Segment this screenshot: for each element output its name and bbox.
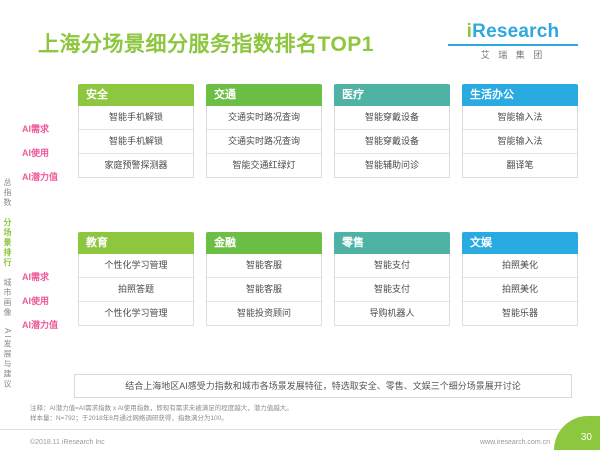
cell-entertainment-potential: 智能乐器 bbox=[501, 308, 538, 318]
row-labels-top: AI需求 AI使用 AI潜力值 bbox=[22, 117, 74, 189]
cell-entertainment-usage: 拍照美化 bbox=[463, 278, 577, 302]
footer-bar bbox=[0, 429, 600, 450]
cell-transport-usage: 交通实时路况查询 bbox=[207, 130, 321, 154]
column-body-security: 智能手机解锁 智能手机解锁 家庭预警探测器 bbox=[78, 106, 194, 178]
rail-item-0[interactable]: 总指数 bbox=[3, 178, 12, 208]
cell-security-usage: 智能手机解锁 bbox=[79, 130, 193, 154]
cell-medical-potential: 智能辅助问诊 bbox=[364, 160, 419, 170]
cell-finance-potential: 智能投资顾问 bbox=[236, 308, 291, 318]
scenario-column-transport: 交通 交通实时路况查询 交通实时路况查询 智能交通红绿灯 bbox=[206, 84, 322, 178]
column-header-education: 教育 bbox=[78, 232, 194, 254]
rail-item-2[interactable]: 城市画像 bbox=[3, 278, 12, 318]
cell-retail-potential: 导购机器人 bbox=[369, 308, 415, 318]
website-url: www.iresearch.com.cn bbox=[479, 439, 550, 446]
column-body-lifeoffice: 智能输入法 智能输入法 翻译笔 bbox=[462, 106, 578, 178]
scenario-column-medical: 医疗 智能穿戴设备 智能穿戴设备 智能辅助问诊 bbox=[334, 84, 450, 178]
section-rail: 总指数 分场景排行 城市画像 AI发展与建议 bbox=[2, 178, 16, 400]
iresearch-logo: iResearch 艾 瑞 集 团 bbox=[448, 22, 578, 61]
logo-subtitle: 艾 瑞 集 团 bbox=[480, 50, 546, 60]
scenario-column-education: 教育 个性化学习管理 拍照答题 个性化学习管理 bbox=[78, 232, 194, 326]
cell-transport-demand: 交通实时路况查询 bbox=[207, 106, 321, 130]
row-labels-bottom: AI需求 AI使用 AI潜力值 bbox=[22, 265, 74, 337]
scenario-column-security: 安全 智能手机解锁 智能手机解锁 家庭预警探测器 bbox=[78, 84, 194, 178]
row-label-potential-bottom: AI潜力值 bbox=[22, 320, 59, 330]
scenario-column-finance: 金融 智能客服 智能客服 智能投资顾问 bbox=[206, 232, 322, 326]
row-label-potential-top: AI潜力值 bbox=[22, 172, 59, 182]
cell-finance-demand: 智能客服 bbox=[207, 254, 321, 278]
row-label-demand-top: AI需求 bbox=[22, 124, 50, 134]
copyright-text: ©2018.11 iResearch Inc bbox=[30, 439, 105, 446]
page-title: 上海分场景细分服务指数排名TOP1 bbox=[38, 33, 374, 56]
column-header-entertainment: 文娱 bbox=[462, 232, 578, 254]
column-body-transport: 交通实时路况查询 交通实时路况查询 智能交通红绿灯 bbox=[206, 106, 322, 178]
logo-i: i bbox=[466, 21, 473, 42]
logo-wordmark: iResearch bbox=[448, 22, 578, 42]
cell-entertainment-demand: 拍照美化 bbox=[463, 254, 577, 278]
column-body-medical: 智能穿戴设备 智能穿戴设备 智能辅助问诊 bbox=[334, 106, 450, 178]
cell-lifeoffice-potential: 翻译笔 bbox=[506, 160, 534, 170]
footnote-line-2: 样本量：N=792；于2018年8月通过网络调研获得，指数满分为100。 bbox=[30, 415, 228, 422]
row-label-usage-bottom: AI使用 bbox=[22, 296, 50, 306]
scenario-column-retail: 零售 智能支付 智能支付 导购机器人 bbox=[334, 232, 450, 326]
cell-finance-usage: 智能客服 bbox=[207, 278, 321, 302]
row-label-usage-top: AI使用 bbox=[22, 148, 50, 158]
column-header-medical: 医疗 bbox=[334, 84, 450, 106]
cell-lifeoffice-usage: 智能输入法 bbox=[463, 130, 577, 154]
cell-retail-usage: 智能支付 bbox=[335, 278, 449, 302]
page-number: 30 bbox=[554, 416, 600, 450]
cell-retail-demand: 智能支付 bbox=[335, 254, 449, 278]
cell-education-demand: 个性化学习管理 bbox=[79, 254, 193, 278]
row-label-demand-bottom: AI需求 bbox=[22, 272, 50, 282]
scenario-column-lifeoffice: 生活办公 智能输入法 智能输入法 翻译笔 bbox=[462, 84, 578, 178]
column-body-retail: 智能支付 智能支付 导购机器人 bbox=[334, 254, 450, 326]
column-body-finance: 智能客服 智能客服 智能投资顾问 bbox=[206, 254, 322, 326]
column-body-education: 个性化学习管理 拍照答题 个性化学习管理 bbox=[78, 254, 194, 326]
column-body-entertainment: 拍照美化 拍照美化 智能乐器 bbox=[462, 254, 578, 326]
rail-item-3[interactable]: AI发展与建议 bbox=[3, 328, 12, 390]
scenario-block-top: 安全 智能手机解锁 智能手机解锁 家庭预警探测器 交通 交通实时路况查询 交通实… bbox=[78, 84, 578, 194]
column-header-transport: 交通 bbox=[206, 84, 322, 106]
rail-item-1[interactable]: 分场景排行 bbox=[3, 218, 12, 268]
column-header-security: 安全 bbox=[78, 84, 194, 106]
column-header-retail: 零售 bbox=[334, 232, 450, 254]
logo-divider bbox=[448, 44, 578, 46]
cell-lifeoffice-demand: 智能输入法 bbox=[463, 106, 577, 130]
column-header-finance: 金融 bbox=[206, 232, 322, 254]
logo-research: Research bbox=[472, 21, 560, 42]
scenario-column-entertainment: 文娱 拍照美化 拍照美化 智能乐器 bbox=[462, 232, 578, 326]
scenario-block-bottom: 教育 个性化学习管理 拍照答题 个性化学习管理 金融 智能客服 智能客服 智能投… bbox=[78, 232, 578, 342]
conclusion-box: 结合上海地区AI感受力指数和城市各场景发展特征，特选取安全、零售、文娱三个细分场… bbox=[74, 374, 572, 398]
cell-security-potential: 家庭预警探测器 bbox=[104, 160, 168, 170]
footnote: 注释：AI潜力值=AI需求指数 x AI使用指数，即现有需求未被满足的程度越大，… bbox=[30, 404, 500, 424]
cell-education-potential: 个性化学习管理 bbox=[104, 308, 168, 318]
cell-security-demand: 智能手机解锁 bbox=[79, 106, 193, 130]
footnote-line-1: 注释：AI潜力值=AI需求指数 x AI使用指数，即现有需求未被满足的程度越大，… bbox=[30, 405, 293, 412]
cell-medical-demand: 智能穿戴设备 bbox=[335, 106, 449, 130]
cell-medical-usage: 智能穿戴设备 bbox=[335, 130, 449, 154]
cell-education-usage: 拍照答题 bbox=[79, 278, 193, 302]
cell-transport-potential: 智能交通红绿灯 bbox=[232, 160, 296, 170]
column-header-lifeoffice: 生活办公 bbox=[462, 84, 578, 106]
